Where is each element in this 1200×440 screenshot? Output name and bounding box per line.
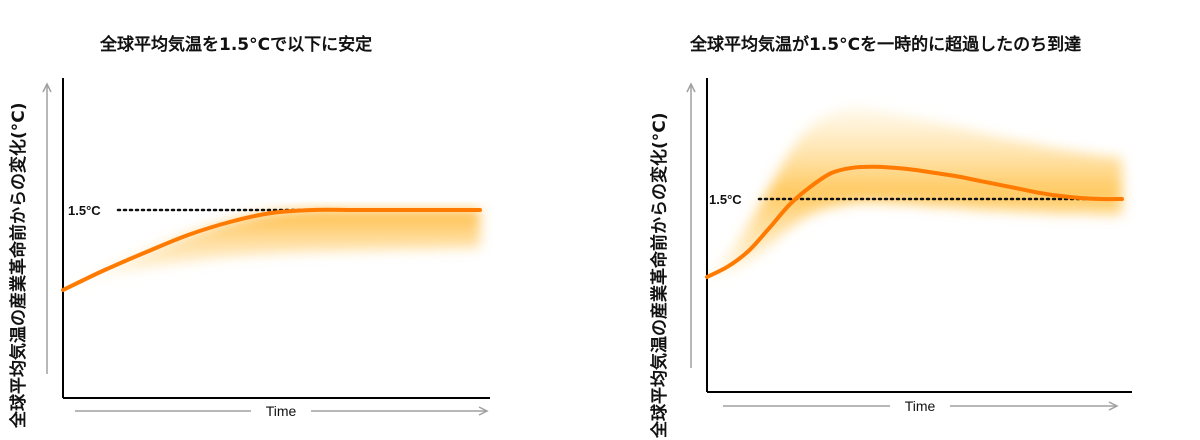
- y-arrow-head-icon: [42, 82, 52, 93]
- uncertainty-band: [707, 107, 1122, 278]
- uncertainty-band: [63, 209, 480, 290]
- left-chart: Time 1.5°C: [42, 78, 490, 419]
- reference-line-label: 1.5°C: [709, 192, 742, 207]
- right-chart: Time 1.5°C: [686, 78, 1132, 414]
- time-arrow-head-icon: [1108, 401, 1119, 411]
- x-axis-label: Time: [905, 398, 936, 414]
- reference-line-label: 1.5°C: [68, 203, 101, 218]
- left-chart-title: 全球平均気温を1.5°Cで以下に安定: [100, 35, 373, 55]
- right-chart-title: 全球平均気温が1.5°Cを一時的に超過したのち到達: [690, 35, 1082, 55]
- time-arrow-head-icon: [478, 406, 489, 416]
- temperature-line: [61, 207, 482, 292]
- y-arrow-head-icon: [686, 82, 696, 93]
- x-axis-label: Time: [266, 403, 297, 419]
- temperature-line: [705, 164, 1124, 279]
